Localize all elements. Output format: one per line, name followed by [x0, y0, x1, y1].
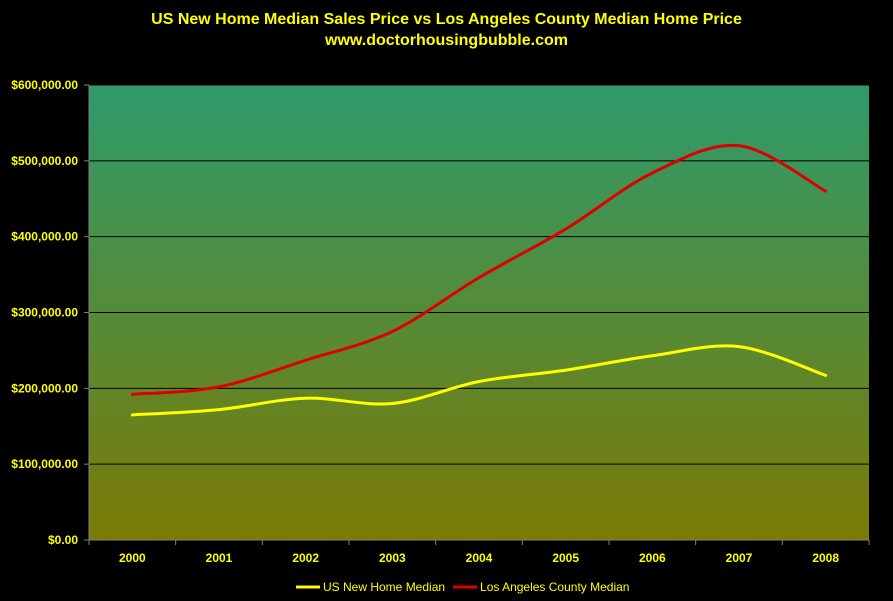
x-tick-label: 2005	[552, 551, 579, 565]
x-tick-label: 2001	[206, 551, 233, 565]
series-line-los-angeles-county-median	[130, 143, 828, 396]
x-tick-label: 2007	[726, 551, 753, 565]
chart-subtitle: www.doctorhousingbubble.com	[325, 32, 568, 49]
x-tick-label: 2000	[119, 551, 146, 565]
y-tick-label: $600,000.00	[11, 78, 78, 92]
y-tick-label: $300,000.00	[11, 306, 78, 320]
y-tick-label: $400,000.00	[11, 230, 78, 244]
x-tick-label: 2006	[639, 551, 666, 565]
x-tick-label: 2004	[466, 551, 493, 565]
y-tick-label: $0.00	[48, 533, 78, 547]
x-tick-label: 2008	[812, 551, 839, 565]
y-tick-label: $200,000.00	[11, 381, 78, 395]
x-tick-label: 2002	[292, 551, 319, 565]
chart-title: US New Home Median Sales Price vs Los An…	[151, 11, 742, 28]
y-tick-label: $500,000.00	[11, 154, 78, 168]
series-line-us-new-home-median	[130, 344, 828, 417]
y-tick-label: $100,000.00	[11, 457, 78, 471]
x-tick-label: 2003	[379, 551, 406, 565]
legend-label-los-angeles-county-median: Los Angeles County Median	[480, 580, 629, 594]
legend-label-us-new-home-median: US New Home Median	[323, 580, 445, 594]
